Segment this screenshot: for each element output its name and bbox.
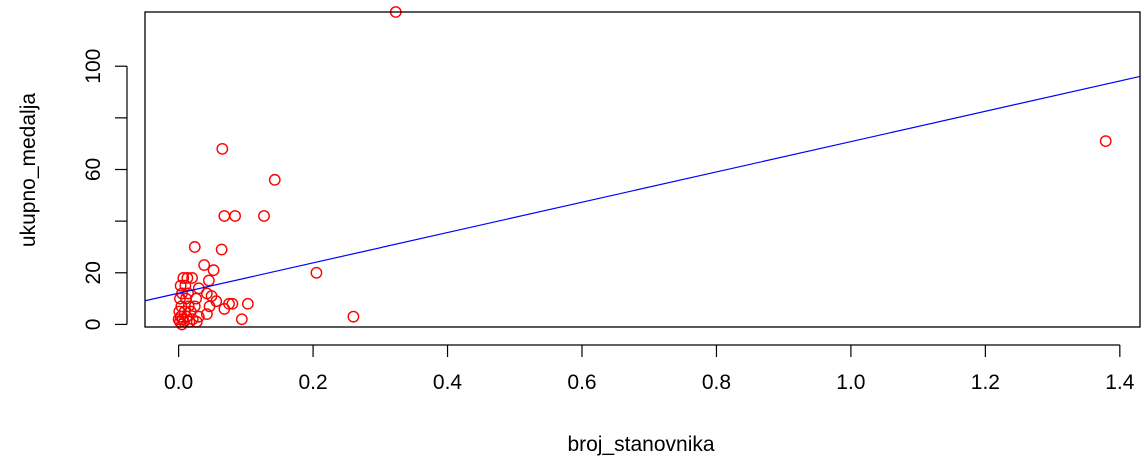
data-point <box>177 272 190 284</box>
x-tick-label: 1.0 <box>836 371 865 394</box>
x-tick-label: 1.2 <box>971 371 1000 394</box>
y-tick-label: 0 <box>82 319 105 331</box>
data-point <box>192 310 205 323</box>
data-point <box>181 272 194 284</box>
data-point <box>179 279 192 292</box>
data-point <box>226 297 239 310</box>
data-point <box>216 142 229 155</box>
data-point <box>186 272 198 284</box>
data-point <box>235 313 248 326</box>
data-point <box>1099 135 1112 147</box>
x-axis: 0.0 0.2 0.4 0.6 0.8 1.0 1.2 1.4 <box>164 344 1135 394</box>
data-point <box>218 210 231 222</box>
data-point <box>174 279 187 292</box>
y-axis: 0 20 60 100 <box>82 49 128 331</box>
y-tick-label: 60 <box>82 158 105 181</box>
x-tick-label: 0.2 <box>298 371 327 394</box>
data-point <box>215 243 228 256</box>
y-tick-label: 20 <box>82 261 105 284</box>
data-point <box>310 266 323 279</box>
data-point <box>241 297 254 310</box>
data-point <box>198 259 211 271</box>
x-tick-label: 0.6 <box>567 371 596 394</box>
data-point <box>203 300 216 313</box>
y-axis-title: ukupno_medalja <box>17 93 40 247</box>
data-point <box>218 303 231 315</box>
points-layer <box>172 6 1112 331</box>
data-point <box>200 308 213 320</box>
data-point <box>258 210 270 222</box>
data-point <box>182 287 194 300</box>
data-point <box>347 310 360 323</box>
data-point <box>229 210 241 222</box>
data-point <box>268 173 281 186</box>
data-point <box>207 264 220 277</box>
data-point <box>188 241 201 253</box>
x-tick-label: 1.4 <box>1105 371 1135 394</box>
x-tick-label: 0.8 <box>702 371 731 394</box>
data-point <box>202 274 215 287</box>
x-axis-title: broj_stanovnika <box>567 433 714 456</box>
data-point <box>176 318 188 331</box>
plot-frame <box>144 11 1141 328</box>
regression-line-layer <box>144 75 1141 302</box>
regression-line <box>144 75 1141 302</box>
x-tick-label: 0.0 <box>164 371 193 394</box>
data-point <box>190 292 202 305</box>
x-tick-label: 0.4 <box>433 371 463 394</box>
y-tick-label: 100 <box>82 49 105 84</box>
